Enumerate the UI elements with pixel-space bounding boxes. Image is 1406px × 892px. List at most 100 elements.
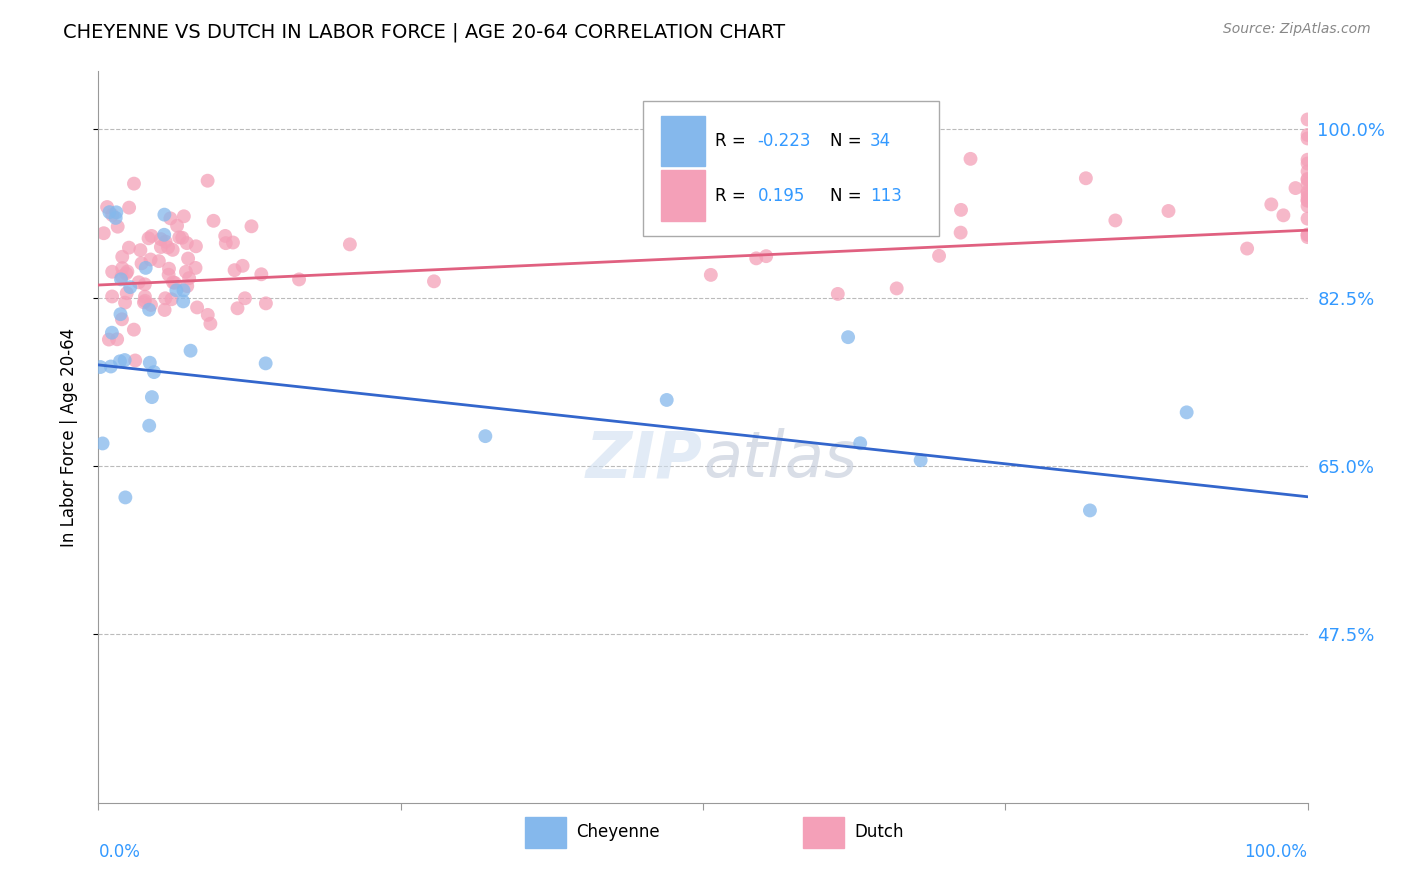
- Text: 0.195: 0.195: [758, 186, 804, 204]
- Point: [173, 284, 195, 298]
- Point: [1260, 197, 1282, 211]
- Point: [139, 252, 162, 267]
- Point: [226, 301, 249, 316]
- Point: [114, 491, 136, 505]
- Text: N =: N =: [830, 132, 868, 150]
- Point: [1296, 112, 1319, 127]
- Point: [117, 264, 139, 278]
- Point: [886, 281, 908, 295]
- Point: [141, 390, 163, 404]
- Point: [135, 260, 157, 275]
- Point: [179, 271, 201, 285]
- Point: [169, 230, 191, 244]
- Point: [474, 429, 496, 443]
- Text: Dutch: Dutch: [855, 823, 904, 841]
- Point: [1296, 131, 1319, 145]
- Point: [89, 359, 111, 374]
- Point: [1296, 156, 1319, 170]
- Point: [100, 359, 122, 374]
- Point: [755, 249, 778, 263]
- Point: [176, 279, 198, 293]
- Point: [172, 230, 194, 244]
- Point: [224, 263, 246, 277]
- Point: [186, 301, 208, 315]
- Point: [101, 289, 124, 303]
- Text: 100.0%: 100.0%: [1244, 843, 1308, 861]
- Point: [1296, 227, 1319, 242]
- Point: [1074, 171, 1097, 186]
- Y-axis label: In Labor Force | Age 20-64: In Labor Force | Age 20-64: [59, 327, 77, 547]
- Point: [1284, 181, 1306, 195]
- Point: [139, 356, 162, 370]
- Point: [162, 243, 184, 257]
- Text: ZIP: ZIP: [586, 428, 703, 490]
- Point: [1296, 199, 1319, 213]
- Point: [138, 302, 160, 317]
- Point: [250, 267, 273, 281]
- Point: [215, 236, 238, 251]
- Point: [138, 418, 160, 433]
- Point: [98, 205, 121, 219]
- Point: [149, 232, 172, 246]
- FancyBboxPatch shape: [526, 817, 567, 848]
- Point: [105, 205, 128, 219]
- Point: [1296, 153, 1319, 167]
- Point: [222, 235, 245, 250]
- Point: [101, 326, 124, 340]
- Point: [118, 201, 141, 215]
- Point: [156, 240, 179, 254]
- Point: [93, 226, 115, 240]
- Point: [107, 219, 129, 234]
- Point: [714, 220, 737, 235]
- Point: [96, 200, 118, 214]
- Point: [141, 229, 163, 244]
- Point: [288, 272, 311, 286]
- Point: [159, 211, 181, 226]
- Point: [233, 291, 256, 305]
- FancyBboxPatch shape: [643, 101, 939, 235]
- Point: [849, 436, 872, 450]
- Point: [1236, 242, 1258, 256]
- Point: [128, 275, 150, 289]
- Point: [153, 302, 176, 317]
- Point: [155, 291, 177, 305]
- Point: [111, 269, 134, 284]
- Point: [254, 296, 277, 310]
- Point: [172, 294, 194, 309]
- FancyBboxPatch shape: [803, 817, 845, 848]
- Point: [160, 292, 183, 306]
- Point: [165, 283, 187, 297]
- Point: [423, 274, 446, 288]
- Point: [1296, 128, 1319, 142]
- Point: [124, 353, 146, 368]
- Point: [1296, 171, 1319, 186]
- Point: [214, 228, 236, 243]
- Point: [122, 323, 145, 337]
- Point: [105, 332, 128, 346]
- Point: [143, 365, 166, 379]
- Text: R =: R =: [716, 132, 751, 150]
- Point: [177, 252, 200, 266]
- FancyBboxPatch shape: [661, 116, 706, 166]
- Text: N =: N =: [830, 186, 868, 204]
- Point: [959, 152, 981, 166]
- Point: [134, 290, 156, 304]
- Point: [110, 272, 132, 286]
- Point: [134, 293, 156, 308]
- Point: [1296, 164, 1319, 178]
- Point: [910, 453, 932, 467]
- Point: [1296, 193, 1319, 207]
- Point: [163, 276, 186, 290]
- Point: [1296, 172, 1319, 186]
- Point: [1296, 230, 1319, 244]
- Point: [157, 268, 180, 282]
- Point: [1104, 213, 1126, 227]
- Point: [339, 237, 361, 252]
- Point: [111, 261, 134, 276]
- Point: [655, 392, 678, 407]
- Point: [101, 265, 124, 279]
- Point: [180, 343, 202, 358]
- Point: [1296, 177, 1319, 191]
- Point: [149, 240, 172, 254]
- Point: [111, 250, 134, 264]
